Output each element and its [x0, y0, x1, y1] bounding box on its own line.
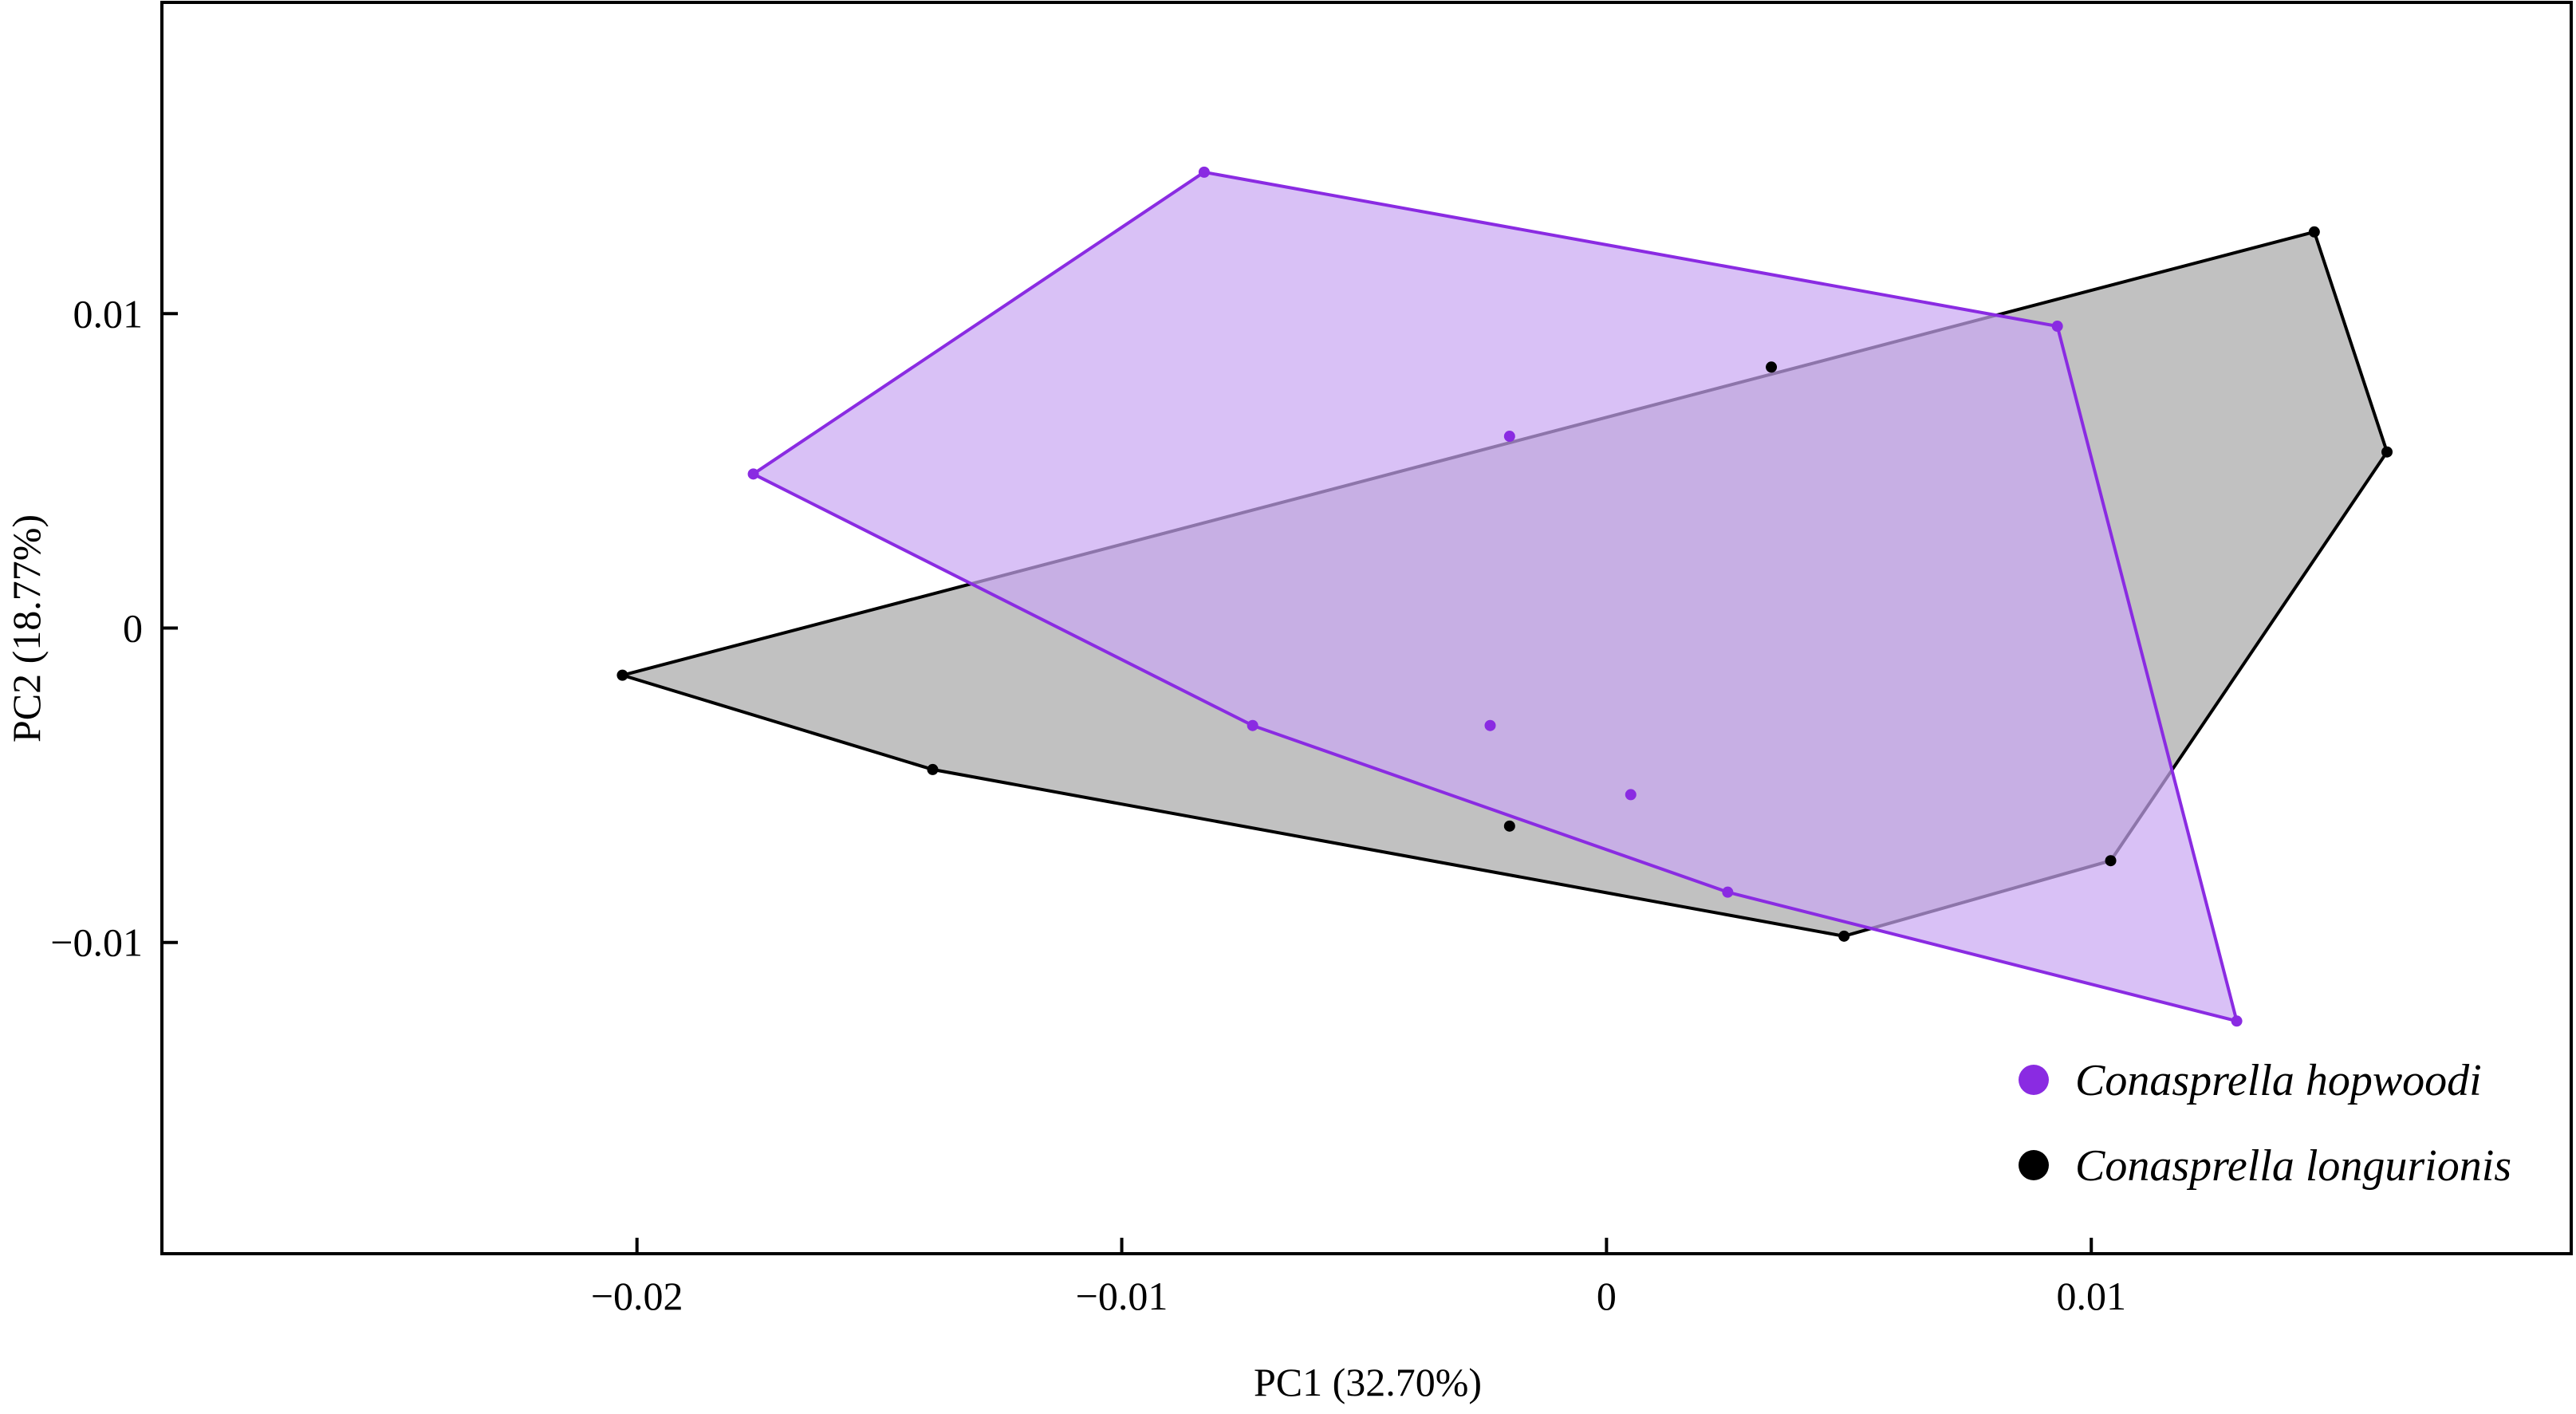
hull-layer [616, 170, 2389, 1024]
point-conasprella-longurionis [1838, 930, 1850, 942]
point-conasprella-longurionis [1766, 361, 1778, 373]
point-layer [616, 166, 2393, 1027]
point-conasprella-hopwoodi [1625, 789, 1637, 801]
point-conasprella-longurionis [2381, 446, 2393, 458]
legend: Conasprella hopwoodi Conasprella longurio… [2019, 1056, 2511, 1191]
y-tick-label: −0.01 [50, 920, 143, 965]
tick-layer: −0.02 −0.01 0 0.01 −0.01 0 0.01 [50, 291, 2126, 1318]
point-conasprella-longurionis [927, 763, 939, 775]
x-tick-label: 0 [1597, 1274, 1617, 1318]
point-conasprella-hopwoodi [1247, 719, 1258, 731]
point-conasprella-hopwoodi [747, 468, 759, 480]
legend-marker-conasprella-longurionis [2019, 1150, 2049, 1180]
y-tick-label: 0.01 [73, 291, 144, 336]
x-axis-title: PC1 (32.70%) [1254, 1360, 1482, 1404]
legend-label-conasprella-longurionis: Conasprella longurionis [2075, 1141, 2511, 1191]
point-conasprella-longurionis [616, 669, 628, 681]
point-conasprella-hopwoodi [1484, 719, 1496, 731]
point-conasprella-longurionis [2105, 855, 2117, 867]
point-conasprella-hopwoodi [1722, 886, 1734, 898]
point-conasprella-hopwoodi [2231, 1015, 2243, 1027]
legend-label-conasprella-hopwoodi: Conasprella hopwoodi [2075, 1056, 2482, 1105]
point-conasprella-hopwoodi [2051, 321, 2063, 333]
legend-marker-conasprella-hopwoodi [2019, 1065, 2049, 1095]
x-tick-label: −0.02 [591, 1274, 683, 1318]
point-conasprella-hopwoodi [1503, 431, 1515, 443]
x-tick-label: −0.01 [1076, 1274, 1168, 1318]
x-tick-label: 0.01 [2056, 1274, 2126, 1318]
point-conasprella-longurionis [2308, 226, 2320, 238]
point-conasprella-longurionis [1503, 820, 1515, 832]
point-conasprella-hopwoodi [1198, 166, 1210, 178]
y-axis-title: PC2 (18.77%) [4, 514, 49, 742]
y-tick-label: 0 [123, 606, 143, 651]
